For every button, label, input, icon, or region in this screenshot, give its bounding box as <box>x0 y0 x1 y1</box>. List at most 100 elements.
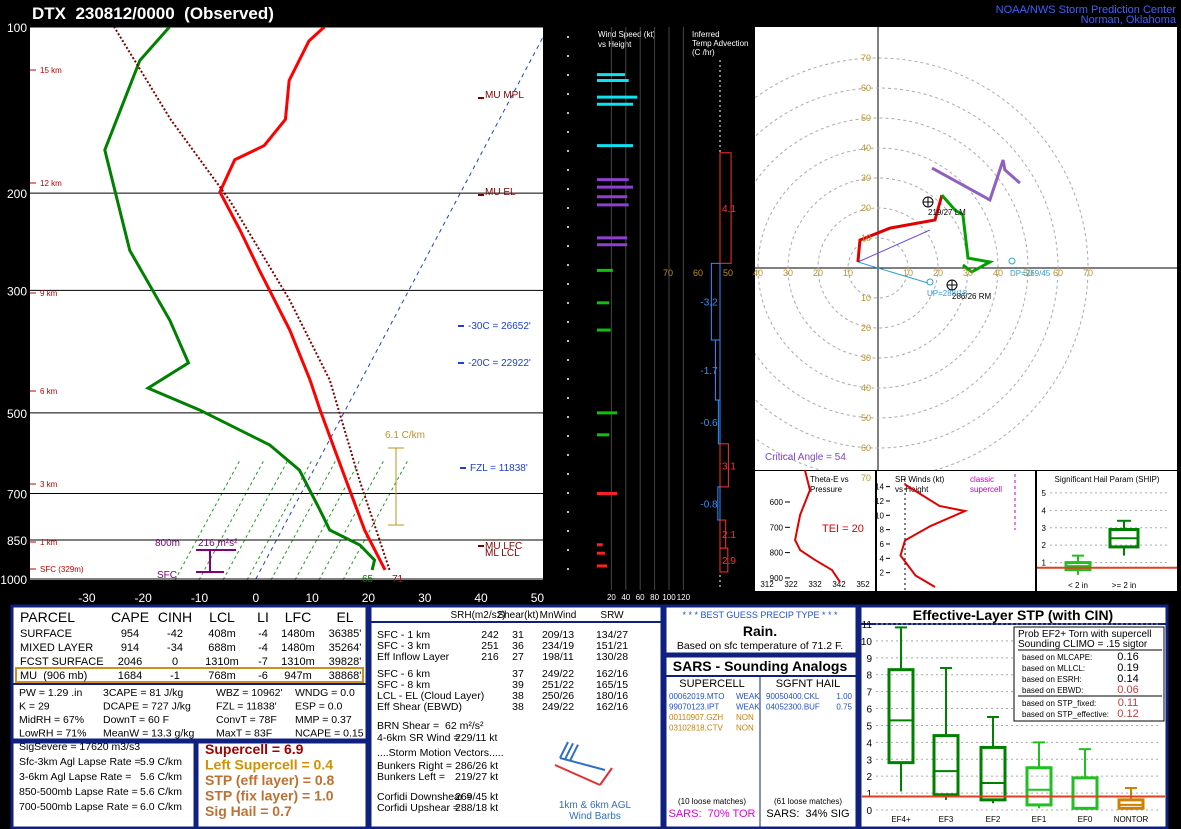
cell: 165/15 <box>596 679 628 691</box>
sr-profile <box>899 483 969 588</box>
y-tick-label: 1 <box>866 789 872 800</box>
y-tick-label: 200 <box>7 187 27 201</box>
panel-title: Wind Speed (kt) <box>598 30 656 39</box>
cell: 242 <box>481 629 499 641</box>
annotation: SFC <box>157 570 177 581</box>
ring-label: 40 <box>861 143 871 153</box>
x-tick-label: < 2 in <box>1068 581 1088 590</box>
column-header: CINH <box>158 609 192 625</box>
cell: 947m <box>284 670 312 682</box>
cell: 36385' <box>329 628 362 640</box>
index: WBZ = 10962' <box>216 687 283 699</box>
y-tick-label: 3 <box>866 755 872 766</box>
barb-base <box>566 510 570 514</box>
cell: SURFACE <box>20 628 72 640</box>
annotation: 6.1 C/km <box>385 430 425 441</box>
lapse-value: 6.0 C/km <box>140 801 182 813</box>
barb-base <box>566 491 570 495</box>
stp-title: Effective-Layer STP (with CIN) <box>913 607 1113 623</box>
ring-label: 40 <box>993 268 1003 278</box>
index: LowRH = 71% <box>19 728 86 740</box>
x-tick-label: 0 <box>252 591 259 605</box>
row-label: Bunkers Right = <box>377 760 452 772</box>
analog-size: 0.75 <box>836 703 852 712</box>
location: Norman, Oklahoma <box>1081 14 1177 26</box>
ring-label: 60 <box>1053 268 1063 278</box>
cell: 251/22 <box>542 679 574 691</box>
rule <box>552 388 558 397</box>
rule <box>552 502 558 511</box>
column-header: PARCEL <box>20 609 75 625</box>
rule <box>552 464 558 473</box>
precip-basis: Based on sfc temperature of 71.2 F. <box>677 640 843 652</box>
barb-base <box>566 206 570 210</box>
index: ESP = 0.0 <box>295 701 343 713</box>
barb <box>548 72 569 76</box>
analog-size: 1.00 <box>836 692 852 701</box>
stat-label: based on STP_effective: <box>1022 710 1109 719</box>
rule <box>552 255 558 264</box>
annotation: ML LCL <box>485 548 520 559</box>
rule <box>548 483 554 492</box>
barb <box>548 490 569 494</box>
x-tick-label: 332 <box>808 580 822 589</box>
cell: -6 <box>258 670 268 682</box>
severe-panel <box>195 740 369 829</box>
y-tick-label: 900 <box>770 574 784 583</box>
y-tick-label: 9 <box>866 654 872 665</box>
barb <box>548 471 569 475</box>
index: MaxT = 83F <box>216 728 272 740</box>
severe-param: STP (fix layer) = 1.0 <box>205 788 334 804</box>
x-tick-label: 352 <box>856 580 870 589</box>
rule <box>548 521 554 530</box>
barb-base <box>566 434 570 438</box>
cell: 688m <box>208 642 236 654</box>
advection-label: 4.1 <box>722 204 736 215</box>
height-label: SFC (329m) <box>40 565 84 574</box>
cell: 249/22 <box>542 701 574 713</box>
height-label: 1 km <box>40 538 58 547</box>
severe-param: Left Supercell = 0.4 <box>205 757 333 773</box>
panel-title: Theta-E vs <box>810 475 849 484</box>
rule <box>552 103 558 112</box>
x-tick-label: -10 <box>191 591 209 605</box>
column-header: EL <box>336 609 353 625</box>
cell: 37 <box>512 668 524 680</box>
row-label: Eff Inflow Layer <box>377 651 450 663</box>
rule <box>552 236 558 245</box>
loose-matches: (10 loose matches) <box>678 797 746 806</box>
x-tick-label: 80 <box>650 593 659 602</box>
row-label: 4-6km SR Wind = <box>377 732 460 744</box>
x-tick-label: >= 2 in <box>1112 581 1136 590</box>
ring-label: 30 <box>861 353 871 363</box>
barb-base <box>566 92 570 96</box>
ring-label: 60 <box>861 443 871 453</box>
hodo-trace <box>856 194 944 263</box>
row-label: Eff Shear (EBWD) <box>377 701 462 713</box>
x-tick-label: EF4+ <box>891 815 911 824</box>
x-tick-label: -20 <box>135 591 153 605</box>
y-tick-label: 1 <box>1042 559 1047 568</box>
barb-base <box>566 358 570 362</box>
cell: 216 <box>481 651 499 663</box>
advection-label: 3.1 <box>722 461 736 472</box>
lapse-label: Sfc-3km Agl Lapse Rate = <box>19 756 141 768</box>
rule <box>548 198 554 207</box>
analog-class: NON <box>736 713 754 722</box>
barb-base <box>566 339 570 343</box>
barb-note: Wind Barbs <box>569 811 621 822</box>
row-label: Bunkers Left = <box>377 771 445 783</box>
analog: 04052300.BUF <box>766 703 820 712</box>
cell: MU (906 mb) <box>20 670 87 682</box>
cell: 288/18 kt <box>455 802 498 814</box>
barb-base <box>566 415 570 419</box>
y-tick-label: 10 <box>861 637 873 648</box>
barb <box>548 509 569 513</box>
precip-type: Rain. <box>743 623 777 639</box>
y-tick-label: 6 <box>866 705 872 716</box>
x-tick-label: 20 <box>607 593 616 602</box>
cell: 249/22 <box>542 668 574 680</box>
advection-bar <box>719 547 729 573</box>
cell: 151/21 <box>596 640 628 652</box>
panel-title: Temp Advection <box>692 39 748 48</box>
